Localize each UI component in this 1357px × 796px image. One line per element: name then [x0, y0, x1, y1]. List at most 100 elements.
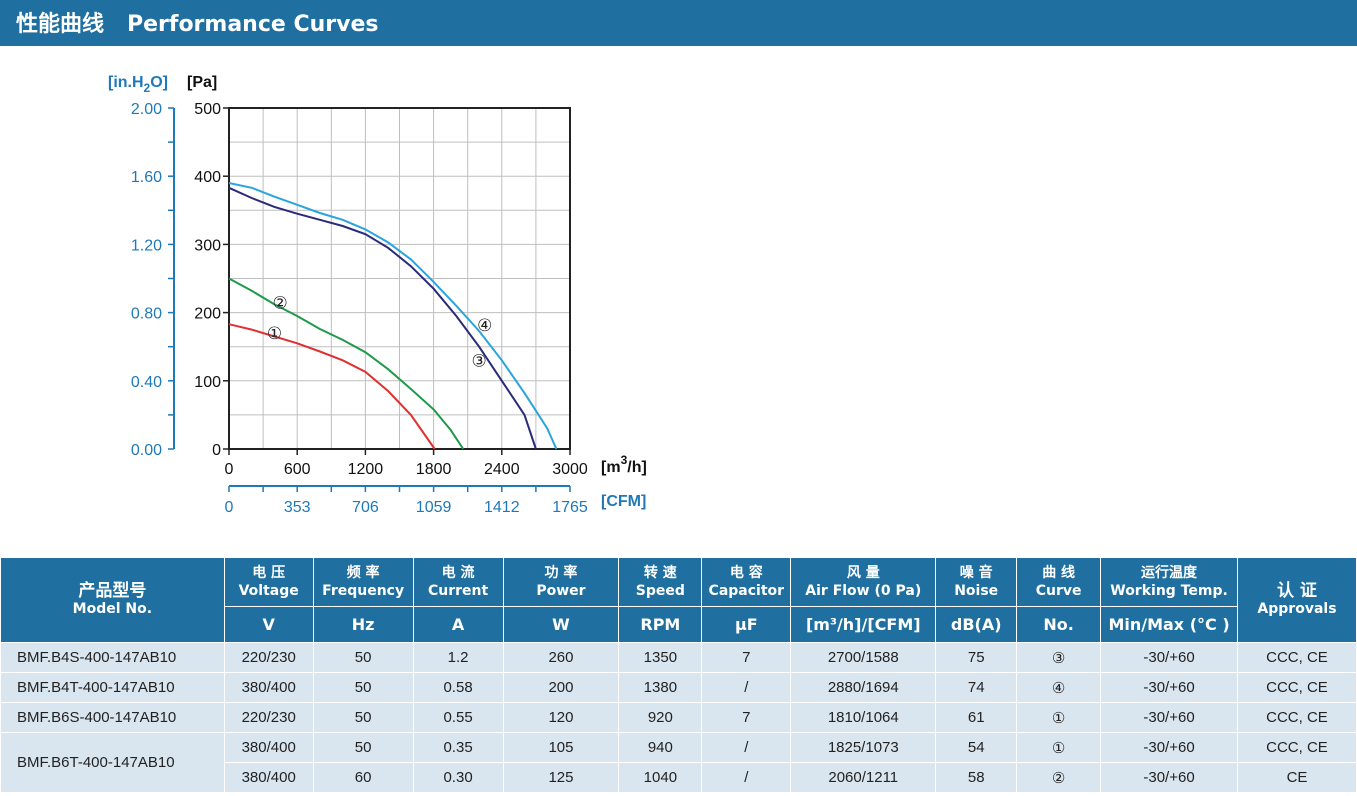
m3h-tick-labels: 0 600 1200 1800 2400 3000 — [225, 449, 588, 478]
header-en: Model No. — [72, 601, 153, 617]
inh2o-tick-label: 2.00 — [131, 101, 162, 118]
table-cell: 380/400 — [223, 732, 314, 763]
inh2o-tick-label: 1.60 — [131, 169, 162, 186]
column-header: 认 证 Approvals — [1236, 557, 1357, 643]
page-title: 性能曲线 Performance Curves — [16, 12, 379, 37]
header-en: Voltage — [238, 583, 299, 599]
table-cell: 0.58 — [412, 672, 504, 703]
page-header: 性能曲线 Performance Curves — [0, 0, 1357, 46]
table-cell: 1380 — [618, 672, 703, 703]
column-unit: A — [412, 606, 504, 643]
table-cell: 105 — [502, 732, 620, 763]
chart-curves — [228, 182, 558, 450]
header-cn: 电 容 — [729, 565, 763, 581]
table-cell: 2880/1694 — [790, 672, 937, 703]
table-cell: 220/230 — [223, 642, 314, 673]
m3h-tick-label: 0 — [225, 461, 234, 478]
table-cell: -30/+60 — [1100, 732, 1238, 763]
model-cell: BMF.B4T-400-147AB10 — [0, 672, 225, 703]
table-cell: / — [701, 732, 792, 763]
table-cell: 380/400 — [223, 762, 314, 793]
cfm-tick-label: 1765 — [552, 499, 588, 516]
table-cell: -30/+60 — [1100, 642, 1238, 673]
table-row: BMF.B4S-400-147AB10 220/230 50 1.2 260 1350 7 2… — [0, 642, 1357, 673]
inh2o-tick-label: 0.80 — [131, 306, 162, 323]
pa-axis-label: [Pa] — [187, 74, 217, 91]
m3h-tick-label: 600 — [284, 461, 311, 478]
column-unit: W — [502, 606, 620, 643]
column-header: 噪 音 Noise — [935, 557, 1018, 607]
table-cell: 50 — [312, 702, 414, 733]
curve-1 — [228, 323, 436, 450]
header-cn: 风 量 — [846, 565, 880, 581]
cfm-tick-label: 353 — [284, 499, 311, 516]
table-cell: 920 — [618, 702, 703, 733]
pa-tick-label: 300 — [194, 237, 221, 254]
column-unit: Hz — [312, 606, 414, 643]
table-cell: 1810/1064 — [790, 702, 937, 733]
header-cn: 噪 音 — [959, 565, 993, 581]
inh2o-axis-label: [in.H2O] — [108, 74, 168, 95]
table-cell: 50 — [312, 732, 414, 763]
curve-label-3: ③ — [471, 351, 486, 371]
table-cell: 2060/1211 — [790, 762, 937, 793]
inh2o-tick-label: 0.40 — [131, 374, 162, 391]
inh2o-tick-labels: 0.00 0.40 0.80 1.20 1.60 2.00 — [131, 101, 174, 459]
table-cell: CE — [1236, 762, 1357, 793]
table-cell: CCC, CE — [1236, 702, 1357, 733]
header-en: Curve — [1035, 583, 1082, 599]
header-cn: 认 证 — [1277, 581, 1317, 601]
column-header: 电 流 Current — [412, 557, 504, 607]
chart-grid — [229, 108, 570, 449]
header-en: Power — [536, 583, 586, 599]
table-cell: 1.2 — [412, 642, 504, 673]
header-cn: 频 率 — [346, 565, 380, 581]
column-header: 产品型号 Model No. — [0, 557, 225, 643]
table-cell: -30/+60 — [1100, 672, 1238, 703]
curve-2 — [228, 277, 465, 450]
header-en: Current — [427, 583, 489, 599]
spec-table: 产品型号 Model No. 电 压 Voltage 频 率 Frequency 电 流 Cu… — [0, 557, 1357, 793]
pa-tick-label: 100 — [194, 374, 221, 391]
table-cell: / — [701, 762, 792, 793]
m3h-tick-label: 1200 — [348, 461, 384, 478]
column-header: 运行温度 Working Temp. — [1100, 557, 1238, 607]
table-cell: ① — [1016, 732, 1102, 763]
curve-labels: ① ② ③ ④ — [267, 293, 493, 371]
column-unit: [m³/h]/[CFM] — [790, 606, 937, 643]
cfm-tick-label: 0 — [225, 499, 234, 516]
table-cell: CCC, CE — [1236, 732, 1357, 763]
pa-tick-labels: 0 100 200 300 400 500 — [194, 101, 229, 459]
header-cn: 转 速 — [643, 565, 677, 581]
cfm-tick-label: 1059 — [416, 499, 452, 516]
curve-label-1: ① — [267, 324, 282, 344]
header-cn: 产品型号 — [78, 581, 147, 601]
table-row: BMF.B6S-400-147AB10 220/230 50 0.55 120 920 7 1… — [0, 702, 1357, 733]
column-unit: No. — [1016, 606, 1102, 643]
column-header: 风 量 Air Flow (0 Pa) — [790, 557, 937, 607]
curve-4 — [228, 182, 558, 450]
model-cell: BMF.B6S-400-147AB10 — [0, 702, 225, 733]
performance-chart: ① ② ③ ④ 0.00 0.40 0.80 1.20 1.60 2.00 [in.H2O] 0… — [108, 74, 647, 516]
table-cell: -30/+60 — [1100, 762, 1238, 793]
cfm-axis-label: [CFM] — [601, 493, 646, 510]
table-cell: 58 — [935, 762, 1018, 793]
pa-tick-label: 0 — [212, 442, 221, 459]
table-cell: -30/+60 — [1100, 702, 1238, 733]
header-cn: 运行温度 — [1141, 565, 1198, 581]
cfm-tick-label: 1412 — [484, 499, 520, 516]
table-cell: CCC, CE — [1236, 672, 1357, 703]
curve-label-2: ② — [273, 293, 288, 313]
table-cell: 60 — [312, 762, 414, 793]
table-cell: 1350 — [618, 642, 703, 673]
pa-tick-label: 400 — [194, 169, 221, 186]
column-unit: dB(A) — [935, 606, 1018, 643]
column-header: 功 率 Power — [502, 557, 620, 607]
header-cn: 电 压 — [252, 565, 286, 581]
table-row: BMF.B6T-400-147AB10 380/400 50 0.35 105 940/1… — [0, 732, 1357, 793]
table-cell: 220/230 — [223, 702, 314, 733]
table-cell: 0.35 — [412, 732, 504, 763]
table-cell: 200 — [502, 672, 620, 703]
cfm-tick-labels: 0 353 706 1059 1412 1765 — [225, 486, 588, 516]
table-cell: / — [701, 672, 792, 703]
